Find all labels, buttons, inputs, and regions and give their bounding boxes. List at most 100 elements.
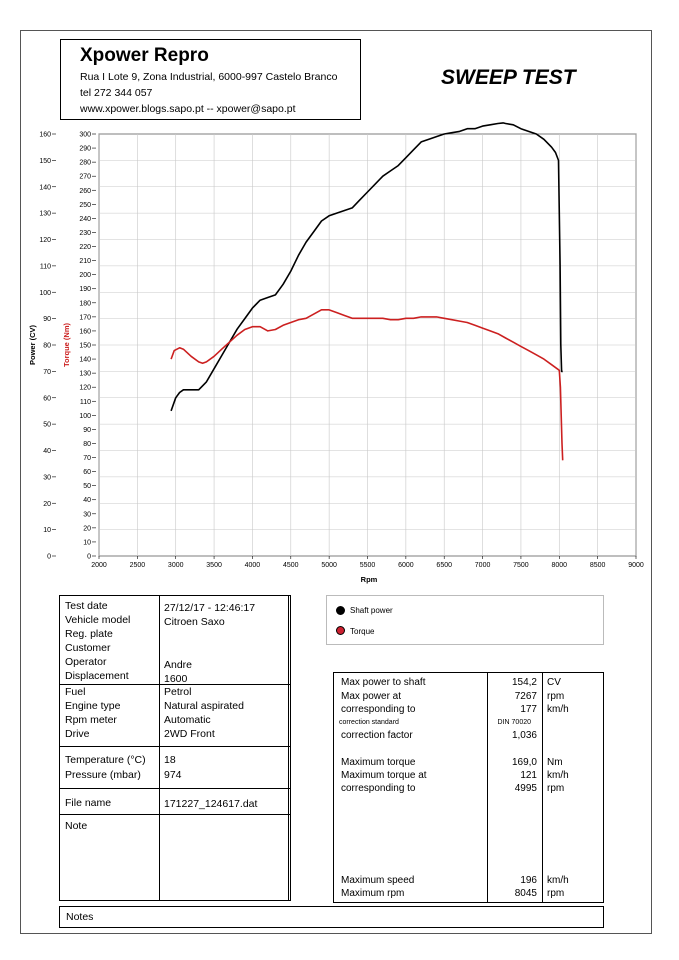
rpm-meter-label: Rpm meter [65,714,117,726]
torque-legend-marker [336,626,345,635]
y2-tick-label: 200 [79,272,91,279]
y2-tick-label: 160 [79,328,91,335]
y2-tick-label: 70 [83,455,91,462]
file-name-label: File name [65,797,112,809]
operator-label: Operator [65,656,107,668]
x-tick-label: 8500 [590,562,606,569]
y2-axis-label: Torque (Nm) [62,322,71,367]
y2-tick-label: 250 [79,202,91,209]
notes-box: Notes [59,906,604,928]
chart-legend: Shaft power Torque [326,595,604,645]
y2-tick-label: 270 [79,174,91,181]
max-rpm-value: 8045 [514,888,537,899]
x-tick-label: 7500 [513,562,529,569]
y1-tick-label: 110 [40,263,51,270]
y2-tick-label: 230 [79,230,91,237]
x-tick-label: 8000 [551,562,567,569]
y1-tick-label: 50 [43,422,51,429]
shaft-power-legend-label: Shaft power [350,606,393,615]
max-torque-at-value: 121 [520,770,537,781]
test-info-table: Test date 27/12/17 - 12:46:17 Vehicle mo… [59,595,291,901]
company-phone: tel 272 344 057 [80,87,153,99]
correction-standard-value: DIN 70020 [497,719,531,726]
corresponding-speed-label: corresponding to [341,704,416,715]
x-tick-label: 2000 [91,562,107,569]
company-address: Rua I Lote 9, Zona Industrial, 6000-997 … [80,71,338,83]
max-speed-value: 196 [520,875,537,886]
shaft-power-curve [170,122,563,412]
y2-tick-label: 30 [83,511,91,518]
y1-tick-label: 70 [43,369,51,376]
pressure-label: Pressure (mbar) [65,769,141,781]
y2-tick-label: 60 [83,469,91,476]
y1-tick-label: 40 [43,448,51,455]
max-power-at-label: Max power at [341,691,402,702]
temperature-value: 18 [164,754,176,766]
y2-tick-label: 50 [83,483,91,490]
vehicle-model-value: Citroen Saxo [164,616,225,628]
rpm-meter-value: Automatic [164,714,211,726]
y2-tick-label: 190 [79,286,91,293]
shaft-power-legend-marker [336,606,345,615]
file-name-value: 171227_124617.dat [164,798,258,810]
displacement-value: 1600 [164,673,188,685]
y2-tick-label: 180 [79,300,91,307]
y1-tick-label: 100 [39,290,51,297]
corresponding-speed-unit: km/h [547,704,569,715]
company-name: Xpower Repro [80,45,209,66]
x-tick-label: 9000 [628,562,644,569]
dyno-chart: 2000 2500 3000 3500 4000 4500 5000 5500 6000 6500… [28,122,644,584]
y2-tick-label: 240 [79,216,91,223]
x-tick-label: 2500 [130,562,146,569]
x-tick-label: 3500 [206,562,222,569]
x-tick-label: 4500 [283,562,299,569]
x-axis-label: Rpm [361,575,378,584]
temperature-label: Temperature (°C) [65,754,146,766]
max-power-at-unit: rpm [547,691,565,702]
y2-tick-label: 100 [79,413,91,420]
max-power-at-value: 7267 [514,691,537,702]
fuel-label: Fuel [65,686,86,698]
correction-factor-label: correction factor [341,730,413,741]
y2-tick-label: 130 [79,371,91,378]
vehicle-model-label: Vehicle model [65,614,131,626]
y2-tick-label: 150 [79,343,91,350]
company-web: www.xpower.blogs.sapo.pt -- xpower@sapo.… [80,103,296,115]
y1-tick-label: 120 [39,237,51,244]
y2-tick-label: 80 [83,441,91,448]
corresponding-rpm-label: corresponding to [341,783,416,794]
y1-tick-label: 80 [43,343,51,350]
displacement-label: Displacement [65,670,129,682]
max-speed-unit: km/h [547,875,569,886]
drive-label: Drive [65,728,90,740]
max-torque-unit: Nm [547,757,563,768]
y2-tick-label: 10 [83,539,91,546]
max-torque-label: Maximum torque [341,757,416,768]
corresponding-rpm-value: 4995 [514,783,537,794]
report-title: SWEEP TEST [441,66,576,89]
x-tick-label: 4000 [245,562,261,569]
y1-tick-label: 30 [43,474,51,481]
y2-tick-label: 0 [87,554,91,561]
y1-tick-label: 10 [43,527,51,534]
x-tick-label: 6000 [398,562,414,569]
y1-tick-label: 150 [39,158,51,165]
max-power-value: 154,2 [511,677,537,688]
notes-label: Notes [66,911,94,923]
y2-tick-label: 20 [83,525,91,532]
pressure-value: 974 [164,769,182,781]
customer-label: Customer [65,642,111,654]
reg-plate-label: Reg. plate [65,628,113,640]
max-power-unit: CV [547,677,561,688]
max-rpm-unit: rpm [547,888,565,899]
correction-standard-label: correction standard [339,719,399,726]
correction-factor-value: 1,036 [511,730,537,741]
x-tick-label: 3000 [168,562,184,569]
y1-tick-label: 20 [43,501,51,508]
drive-value: 2WD Front [164,728,215,740]
results-table: Max power to shaft 154,2 CV Max power at… [333,672,604,903]
y1-tick-label: 140 [39,184,51,191]
y2-tick-label: 210 [79,258,91,265]
y1-tick-label: 90 [43,316,51,323]
corresponding-rpm-unit: rpm [547,783,565,794]
